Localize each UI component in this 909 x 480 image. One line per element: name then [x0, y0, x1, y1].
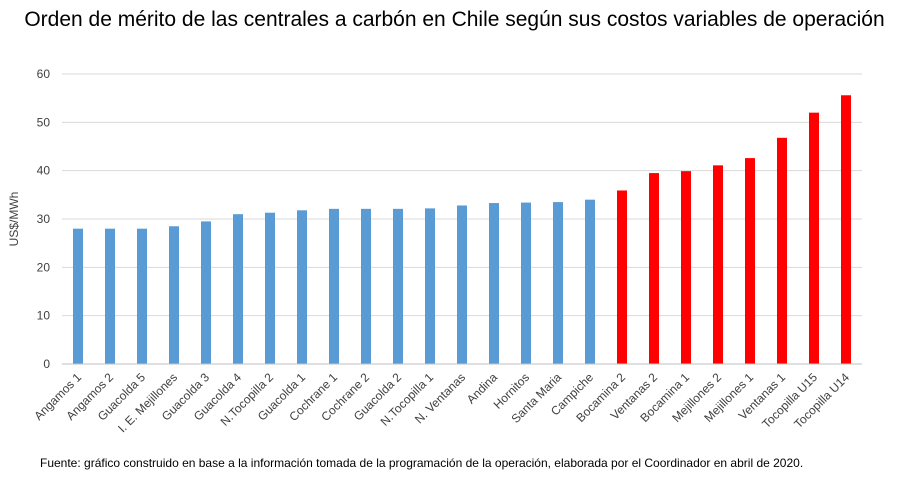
bar [489, 203, 499, 364]
bar [777, 137, 787, 364]
bars [73, 95, 851, 365]
bar [73, 228, 83, 364]
bar [585, 199, 595, 364]
bar [745, 158, 755, 364]
y-tick-label: 0 [43, 357, 50, 371]
bar [553, 202, 563, 364]
y-tick-label: 40 [37, 164, 51, 178]
y-tick-label: 60 [37, 67, 51, 81]
bar [425, 208, 435, 364]
bar [105, 228, 115, 364]
y-tick-label: 20 [37, 260, 51, 274]
bar [809, 112, 819, 365]
bar [649, 173, 659, 364]
y-tick-label: 50 [37, 115, 51, 129]
bar [297, 210, 307, 364]
source-note: Fuente: gráfico construido en base a la … [40, 456, 804, 470]
bar [169, 226, 179, 364]
y-tick-label: 10 [37, 309, 51, 323]
chart-title: Orden de mérito de las centrales a carbó… [24, 8, 885, 31]
bar [841, 95, 851, 365]
bar [681, 171, 691, 364]
bar [713, 165, 723, 364]
bar [521, 202, 531, 364]
bar [137, 228, 147, 364]
y-axis-ticks: 0 10 20 30 40 50 60 [37, 67, 51, 371]
bar [393, 208, 403, 364]
bar [265, 212, 275, 364]
bar [617, 190, 627, 364]
bar [201, 221, 211, 364]
bar [233, 214, 243, 364]
bar [361, 208, 371, 364]
bar [457, 205, 467, 364]
bar [329, 208, 339, 364]
y-axis-label: US$/MWh [7, 192, 21, 247]
y-tick-label: 30 [37, 212, 51, 226]
